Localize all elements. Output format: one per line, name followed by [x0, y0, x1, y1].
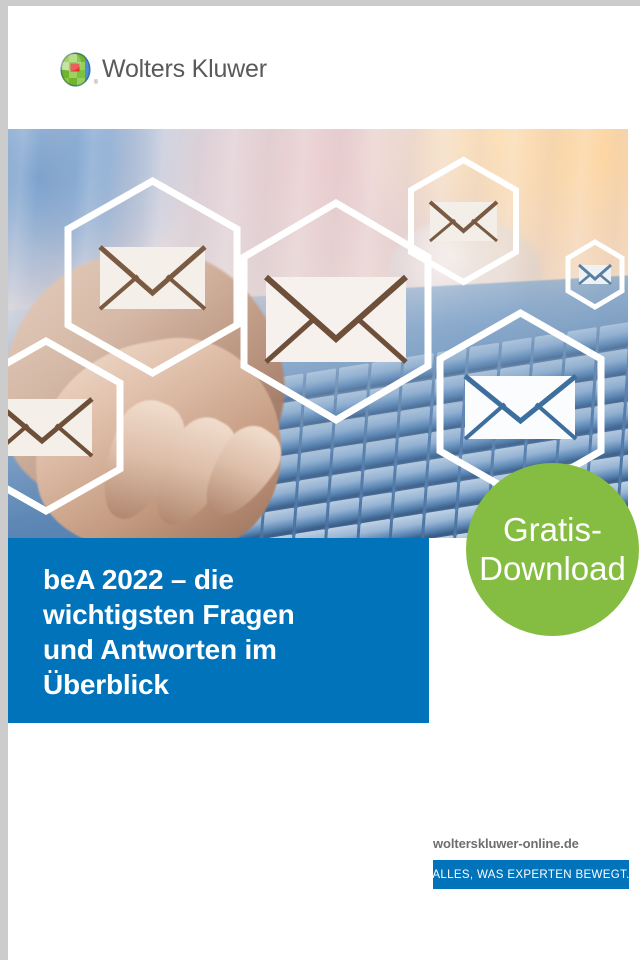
keyboard-key [295, 502, 328, 532]
keyboard-key [364, 438, 396, 468]
keyboard-key [301, 421, 333, 452]
footer-website-url[interactable]: wolterskluwer-online.de [433, 836, 579, 851]
keyboard-key [360, 491, 393, 522]
badge-line-1: Gratis- [502, 510, 602, 548]
page-title-line-3: und Antworten im [43, 634, 277, 665]
keyboard-key [621, 450, 628, 481]
gratis-download-badge[interactable]: Gratis- Download [466, 463, 639, 636]
keyboard-key [331, 443, 364, 474]
page-title-line-1: beA 2022 – die [43, 564, 234, 595]
keyboard-key [395, 459, 427, 490]
keyboard-key [393, 486, 425, 517]
keyboard-key [627, 370, 628, 400]
keyboard-key [623, 423, 628, 454]
keyboard-key [330, 470, 362, 500]
keyboard-key [263, 507, 295, 537]
wolters-kluwer-sphere-icon: ® [58, 52, 98, 87]
keyboard-key [299, 448, 331, 479]
brand-logo[interactable]: ® Wolters Kluwer [58, 52, 267, 87]
page-frame-left [0, 0, 8, 960]
envelope-node-2 [236, 198, 436, 425]
brand-name: Wolters Kluwer [102, 55, 267, 83]
title-panel: beA 2022 – die wichtigsten Fragen und An… [8, 538, 429, 723]
page-title-line-4: Überblick [43, 669, 169, 700]
keyboard-key [362, 464, 395, 495]
page-title: beA 2022 – die wichtigsten Fragen und An… [43, 562, 403, 702]
keyboard-key [424, 508, 456, 538]
badge-line-2: Download [479, 549, 626, 587]
keyboard-key [358, 518, 391, 538]
keyboard-key [391, 513, 423, 538]
footer-claim-text: ALLES, WAS EXPERTEN BEWEGT. [432, 868, 630, 881]
badge-label: Gratis- Download [479, 511, 626, 589]
footer: wolterskluwer-online.de ALLES, WAS EXPER… [432, 836, 630, 889]
header: ® Wolters Kluwer [8, 6, 640, 125]
keyboard-key [297, 475, 329, 506]
footer-claim-bar: ALLES, WAS EXPERTEN BEWEGT. [432, 860, 630, 889]
envelope-node-3 [406, 156, 521, 286]
keyboard-key [397, 433, 429, 463]
keyboard-key [625, 396, 628, 427]
registered-trademark-icon: ® [93, 80, 98, 86]
envelope-node-5 [564, 239, 626, 311]
keyboard-key [328, 496, 360, 527]
envelope-node-1 [60, 176, 245, 378]
envelope-node-6 [8, 336, 126, 517]
page-title-line-2: wichtigsten Fragen [43, 599, 295, 630]
page-frame-top [0, 0, 640, 6]
